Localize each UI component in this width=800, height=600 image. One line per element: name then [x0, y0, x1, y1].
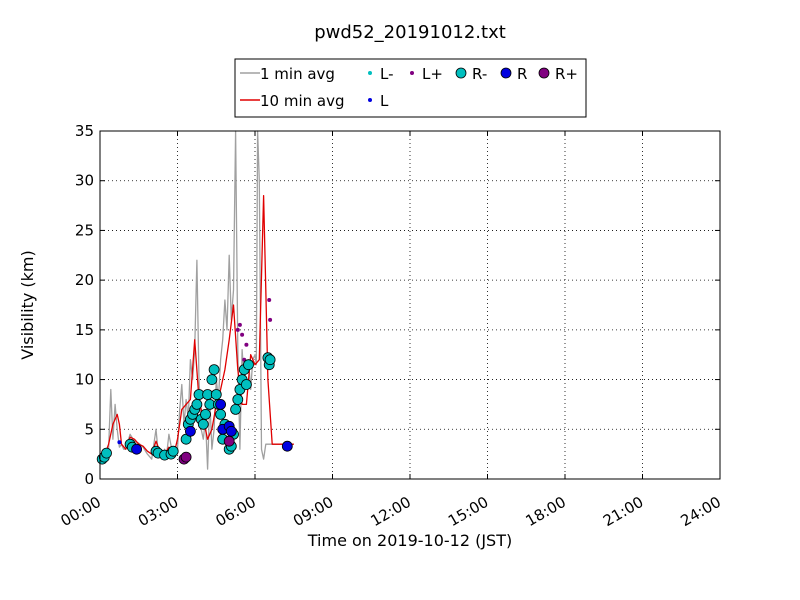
- point-R-minus: [167, 445, 179, 457]
- y-tick-label: 0: [84, 470, 94, 488]
- y-tick-label: 5: [84, 420, 94, 438]
- y-tick-label: 15: [75, 321, 94, 339]
- axis-ticks: [99, 130, 721, 480]
- point-R-minus: [230, 403, 242, 415]
- legend-label-L-minus: L-: [380, 65, 394, 83]
- y-tick-label: 25: [75, 221, 94, 239]
- grid-lines: [100, 131, 720, 479]
- legend-marker-L-minus: [368, 71, 372, 75]
- point-L-plus: [267, 298, 272, 302]
- point-R: [225, 425, 237, 437]
- point-R-minus: [215, 408, 227, 420]
- legend-label-1min: 1 min avg: [260, 65, 335, 83]
- point-R-minus: [210, 389, 222, 400]
- point-L-plus: [244, 342, 249, 347]
- point-L-plus: [240, 332, 245, 337]
- y-tick-label: 10: [75, 371, 94, 389]
- x-axis-label: Time on 2019-10-12 (JST): [307, 531, 512, 550]
- point-R-minus: [197, 418, 209, 430]
- legend-label-10min: 10 min avg: [260, 92, 345, 110]
- point-R-minus: [200, 408, 211, 420]
- point-L-plus: [235, 327, 240, 332]
- y-tick-label: 30: [75, 172, 94, 190]
- y-axis-label: Visibility (km): [18, 250, 37, 359]
- y-tick-labels: 0 5 10 15 20 25 30 35: [75, 122, 94, 488]
- point-R-minus: [240, 379, 252, 390]
- legend: 1 min avg 10 min avg L- L L+ R- R R+: [234, 58, 587, 118]
- legend-marker-R-plus: [538, 67, 550, 79]
- point-R-plus: [223, 435, 235, 447]
- point-L-plus: [268, 317, 273, 322]
- chart-title: pwd52_20191012.txt: [314, 22, 506, 43]
- point-L: [117, 440, 122, 445]
- point-R-minus: [191, 398, 203, 410]
- y-tick-label: 35: [75, 122, 94, 140]
- y-tick-label: 20: [75, 271, 94, 289]
- point-R-minus: [232, 394, 244, 405]
- point-R-plus: [180, 451, 192, 463]
- legend-label-R-minus: R-: [472, 65, 487, 83]
- point-R: [184, 425, 196, 437]
- point-R-minus: [206, 374, 218, 386]
- point-R: [131, 443, 143, 455]
- legend-box: [234, 58, 587, 118]
- legend-label-L-plus: L+: [422, 65, 443, 83]
- legend-label-R: R: [517, 65, 527, 83]
- point-L-plus: [237, 322, 242, 327]
- point-R: [281, 440, 293, 452]
- legend-marker-L: [368, 98, 372, 102]
- point-R-minus: [264, 354, 276, 366]
- point-R-minus: [243, 359, 254, 371]
- legend-marker-R: [500, 67, 512, 79]
- legend-marker-L-plus: [410, 71, 414, 75]
- legend-marker-R-minus: [455, 67, 467, 79]
- scatter-points: [96, 298, 293, 465]
- point-R: [215, 398, 227, 410]
- plot-area: [96, 130, 721, 480]
- point-R-minus: [101, 447, 112, 459]
- legend-label-R-plus: R+: [555, 65, 578, 83]
- legend-label-L: L: [380, 92, 389, 110]
- point-R-minus: [208, 364, 220, 376]
